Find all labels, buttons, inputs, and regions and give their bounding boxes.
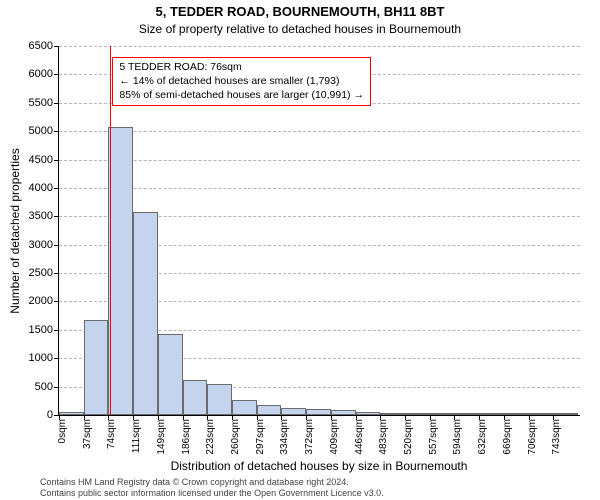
y-tick-label: 6500: [29, 40, 53, 52]
y-tick-label: 4500: [29, 154, 53, 166]
y-tick-label: 3000: [29, 239, 53, 251]
y-tick: [54, 74, 59, 75]
chart-title: 5, TEDDER ROAD, BOURNEMOUTH, BH11 8BT: [0, 4, 600, 19]
y-tick-label: 1000: [29, 352, 53, 364]
x-tick-label: 74sqm: [106, 419, 117, 449]
x-tick-label: 520sqm: [403, 419, 414, 455]
histogram-bar: [257, 405, 282, 415]
y-tick: [54, 358, 59, 359]
chart-subtitle: Size of property relative to detached ho…: [0, 22, 600, 36]
y-tick: [54, 103, 59, 104]
x-tick-label: 260sqm: [230, 419, 241, 455]
y-tick: [54, 387, 59, 388]
x-tick-label: 334sqm: [279, 419, 290, 455]
y-tick-label: 1500: [29, 324, 53, 336]
y-tick: [54, 273, 59, 274]
x-tick-label: 37sqm: [82, 419, 93, 449]
histogram-bar: [504, 413, 529, 415]
histogram-bar: [430, 413, 455, 415]
histogram-bar: [356, 412, 381, 415]
histogram-bar: [232, 400, 257, 415]
histogram-bar: [479, 413, 504, 415]
histogram-bar: [380, 413, 405, 415]
y-tick: [54, 301, 59, 302]
y-tick-label: 500: [35, 381, 53, 393]
y-tick: [54, 131, 59, 132]
y-tick-label: 3500: [29, 210, 53, 222]
histogram-bar: [281, 408, 306, 415]
y-tick-label: 5000: [29, 125, 53, 137]
y-tick-label: 4000: [29, 182, 53, 194]
x-tick-label: 483sqm: [378, 419, 389, 455]
histogram-bar: [331, 410, 356, 415]
histogram-bar: [158, 334, 183, 415]
x-tick-label: 594sqm: [452, 419, 463, 455]
histogram-bar: [454, 413, 479, 415]
x-tick-label: 446sqm: [354, 419, 365, 455]
y-tick-label: 6000: [29, 68, 53, 80]
x-tick-label: 409sqm: [329, 419, 340, 455]
histogram-bar: [553, 413, 578, 415]
x-tick-label: 111sqm: [131, 419, 142, 453]
y-gridline: [59, 46, 580, 47]
y-axis-label: Number of detached properties: [8, 46, 22, 416]
histogram-bar: [207, 384, 232, 415]
histogram-bar: [529, 413, 554, 415]
y-tick-label: 5500: [29, 97, 53, 109]
reference-annotation: 5 TEDDER ROAD: 76sqm ← 14% of detached h…: [112, 57, 371, 106]
y-tick: [54, 216, 59, 217]
x-tick-label: 669sqm: [502, 419, 513, 455]
x-tick-label: 0sqm: [57, 419, 68, 443]
attribution-line: Contains public sector information licen…: [40, 488, 384, 498]
annotation-line: ← 14% of detached houses are smaller (1,…: [119, 75, 364, 89]
plot-area: 0500100015002000250030003500400045005000…: [58, 46, 580, 416]
attribution-text: Contains HM Land Registry data © Crown c…: [40, 477, 384, 498]
x-tick-label: 186sqm: [181, 419, 192, 455]
annotation-line: 85% of semi-detached houses are larger (…: [119, 89, 364, 103]
x-axis-label: Distribution of detached houses by size …: [58, 459, 580, 473]
y-tick-label: 0: [47, 409, 53, 421]
x-tick-label: 372sqm: [304, 419, 315, 455]
x-tick-label: 743sqm: [551, 419, 562, 455]
chart-container: 5, TEDDER ROAD, BOURNEMOUTH, BH11 8BT Si…: [0, 0, 600, 500]
histogram-bar: [84, 320, 109, 415]
histogram-bar: [405, 413, 430, 415]
y-tick: [54, 188, 59, 189]
y-tick: [54, 330, 59, 331]
y-tick-label: 2500: [29, 267, 53, 279]
x-tick-label: 149sqm: [156, 419, 167, 455]
y-tick: [54, 160, 59, 161]
x-tick-label: 706sqm: [527, 419, 538, 455]
histogram-bar: [183, 380, 208, 415]
y-tick-label: 2000: [29, 295, 53, 307]
x-tick-label: 223sqm: [205, 419, 216, 455]
histogram-bar: [108, 127, 133, 415]
histogram-bar: [59, 412, 84, 415]
y-tick: [54, 46, 59, 47]
y-gridline: [59, 160, 580, 161]
x-tick-label: 632sqm: [477, 419, 488, 455]
x-tick-label: 297sqm: [255, 419, 266, 455]
y-gridline: [59, 188, 580, 189]
histogram-bar: [306, 409, 331, 415]
histogram-bar: [133, 212, 158, 415]
x-tick-label: 557sqm: [428, 419, 439, 455]
y-gridline: [59, 131, 580, 132]
attribution-line: Contains HM Land Registry data © Crown c…: [40, 477, 384, 487]
annotation-line: 5 TEDDER ROAD: 76sqm: [119, 61, 364, 75]
y-tick: [54, 245, 59, 246]
reference-line: [110, 46, 111, 415]
